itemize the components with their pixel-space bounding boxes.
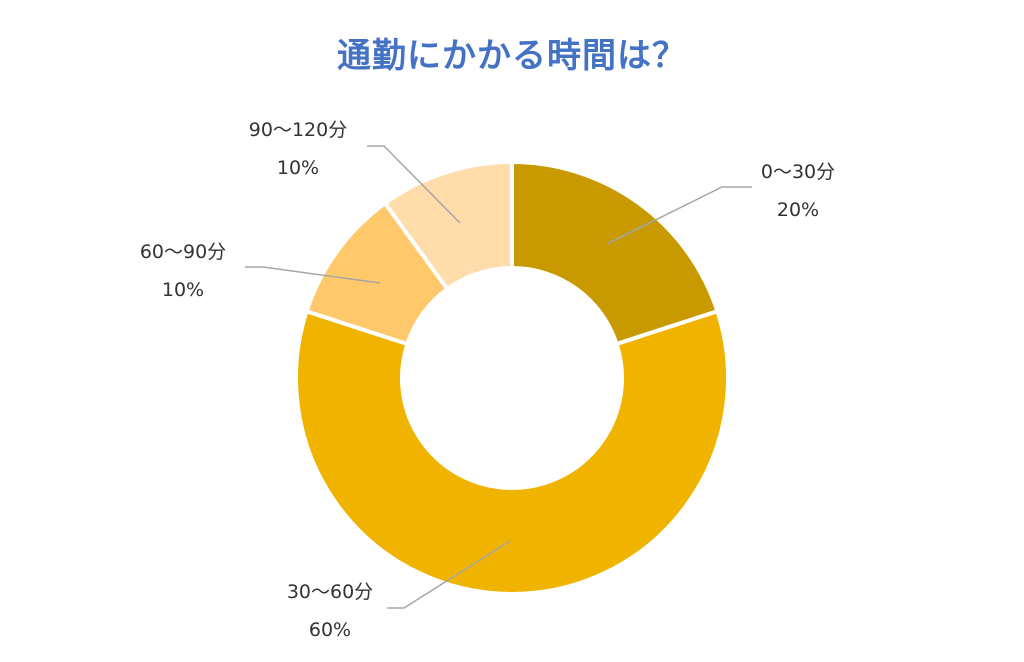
category-label-3: 90〜120分 xyxy=(249,119,347,141)
leader-line-3 xyxy=(367,145,461,224)
value-label-3: 10% xyxy=(277,157,319,179)
category-label-2: 60〜90分 xyxy=(140,241,226,263)
value-label-0: 20% xyxy=(777,199,819,221)
category-label-0: 0〜30分 xyxy=(761,161,835,183)
slice-3 xyxy=(382,159,514,292)
leader-line-2 xyxy=(245,266,381,284)
slice-0 xyxy=(510,159,720,347)
value-label-1: 60% xyxy=(309,619,351,641)
slice-1 xyxy=(294,308,730,596)
leader-line-0 xyxy=(606,186,752,245)
donut-slices xyxy=(294,159,730,596)
data-labels: 0〜30分 20% 30〜60分 60% 60〜90分 10% 90〜120分 10% xyxy=(140,119,835,641)
leader-lines xyxy=(245,145,752,609)
category-label-1: 30〜60分 xyxy=(287,581,373,603)
chart-title: 通勤にかかる時間は？ xyxy=(337,36,687,76)
value-label-2: 10% xyxy=(162,279,204,301)
leader-line-1 xyxy=(387,540,511,609)
